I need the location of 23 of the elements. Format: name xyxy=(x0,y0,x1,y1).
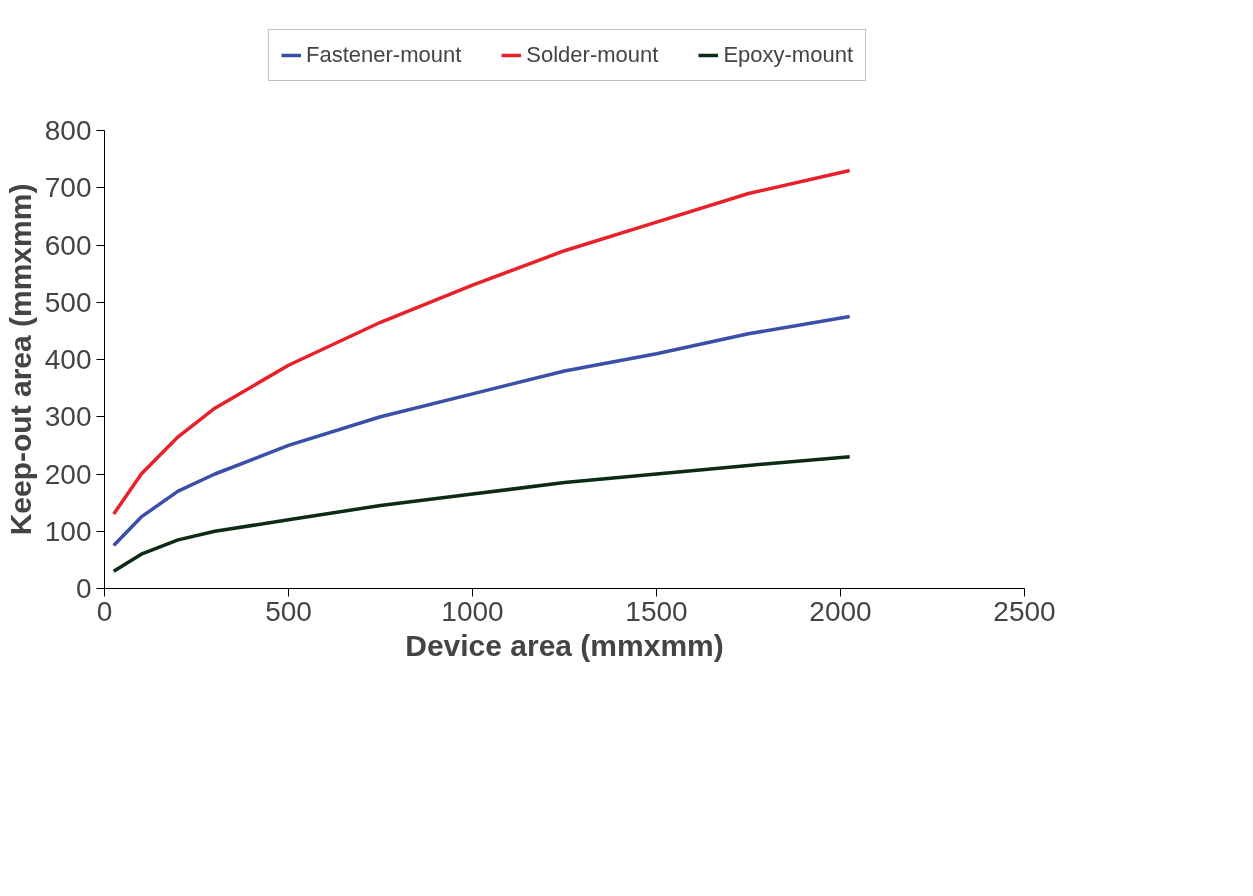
legend-label: Fastener-mount xyxy=(306,42,462,68)
x-tick-label: 2500 xyxy=(993,595,1056,627)
x-tick-label: 2000 xyxy=(809,595,872,627)
legend-label: Epoxy-mount xyxy=(723,42,853,68)
x-tick-label: 1500 xyxy=(625,595,688,627)
x-axis-title: Device area (mmxmm) xyxy=(405,628,724,662)
line-series xyxy=(111,168,852,516)
line-series xyxy=(111,314,852,548)
legend-label: Solder-mount xyxy=(526,42,659,68)
y-tick-label: 600 xyxy=(44,229,92,261)
x-tick-label: 1000 xyxy=(441,595,504,627)
line-series xyxy=(111,455,852,574)
x-tick-label: 0 xyxy=(96,595,113,627)
x-tick-label: 500 xyxy=(265,595,312,627)
y-tick-label: 0 xyxy=(75,573,92,604)
y-tick-label: 300 xyxy=(44,401,92,433)
y-tick-label: 700 xyxy=(44,172,92,204)
y-tick-label: 500 xyxy=(44,286,92,318)
y-tick-label: 400 xyxy=(44,344,92,375)
y-tick-label: 800 xyxy=(44,115,92,146)
y-axis-title: Keep-out area (mmxmm) xyxy=(3,183,37,536)
y-tick-label: 200 xyxy=(44,458,92,490)
y-tick-label: 100 xyxy=(44,515,92,547)
